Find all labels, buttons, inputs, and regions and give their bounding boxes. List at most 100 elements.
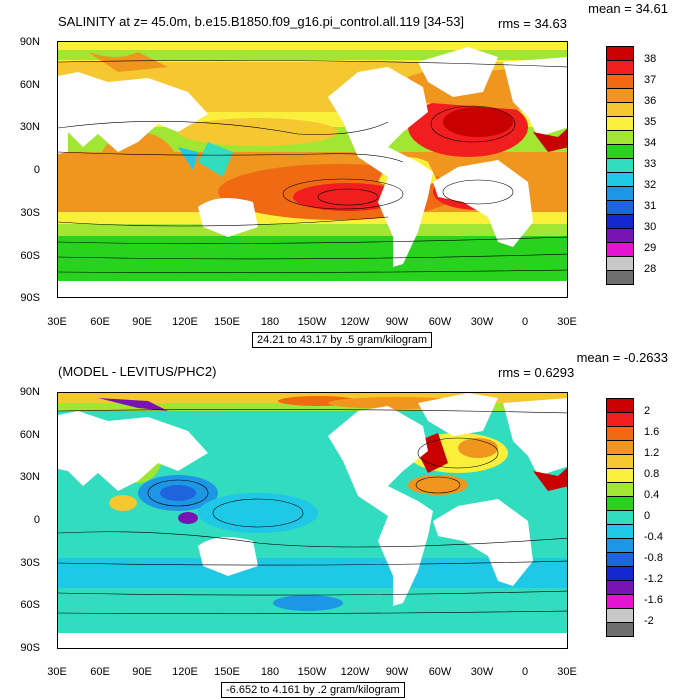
colorbar-swatch — [606, 398, 634, 413]
colorbar-label: -1.6 — [644, 594, 663, 606]
lat-label: 30N — [19, 121, 40, 133]
colorbar-swatch — [606, 60, 634, 75]
colorbar-swatch — [606, 74, 634, 89]
lat-label: 0 — [33, 164, 40, 176]
lon-label: 60W — [428, 666, 452, 678]
lon-label: 90E — [132, 666, 152, 678]
colorbar-swatch — [606, 594, 634, 609]
panel2-mean: mean = -0.2633 — [576, 350, 668, 365]
colorbar-swatch — [606, 468, 634, 483]
colorbar-label: 0.8 — [644, 468, 660, 480]
lat-label: 60S — [20, 599, 40, 611]
colorbar-swatch — [606, 186, 634, 201]
lat-label: 0 — [33, 514, 40, 526]
colorbar-label: 31 — [644, 200, 657, 212]
lon-label: 120W — [340, 666, 370, 678]
lon-label: 150E — [214, 666, 240, 678]
colorbar-label: 28 — [644, 263, 657, 275]
lon-label: 150W — [297, 316, 327, 328]
panel2-title: (MODEL - LEVITUS/PHC2) — [58, 364, 217, 379]
lon-label: 90E — [132, 316, 152, 328]
panel2-caption: -6.652 to 4.161 by .2 gram/kilogram — [221, 682, 405, 698]
colorbar-swatch — [606, 102, 634, 117]
lat-label: 60N — [19, 79, 40, 91]
lon-label: 30E — [47, 666, 67, 678]
lon-label: 60E — [90, 666, 110, 678]
panel1-mean: mean = 34.61 — [588, 1, 668, 16]
colorbar-swatch — [606, 524, 634, 539]
lon-label: 90W — [385, 666, 409, 678]
colorbar-swatch — [606, 566, 634, 581]
colorbar-label: 37 — [644, 74, 657, 86]
colorbar-swatch — [606, 510, 634, 525]
panel2-rms: rms = 0.6293 — [498, 365, 575, 380]
colorbar-swatch — [606, 88, 634, 103]
lon-label: 30E — [557, 316, 577, 328]
lon-label: 150E — [214, 316, 240, 328]
colorbar-swatch — [606, 482, 634, 497]
colorbar-swatch — [606, 622, 634, 637]
colorbar-swatch — [606, 158, 634, 173]
colorbar-label: -2 — [644, 615, 654, 627]
lon-label: 30E — [557, 666, 577, 678]
colorbar-label: 1.6 — [644, 426, 660, 438]
panel1-title: SALINITY at z= 45.0m, b.e15.B1850.f09_g1… — [58, 14, 465, 29]
colorbar-swatch — [606, 116, 634, 131]
lon-label: 180 — [260, 666, 280, 678]
lon-label: 60W — [428, 316, 452, 328]
colorbar-label: -0.4 — [644, 531, 663, 543]
panel1-rms: rms = 34.63 — [498, 16, 568, 31]
colorbar-swatch — [606, 270, 634, 285]
colorbar-label: 29 — [644, 242, 657, 254]
lon-label: 120W — [340, 316, 370, 328]
lat-label: 60N — [19, 429, 40, 441]
colorbar-swatch — [606, 172, 634, 187]
colorbar-label: 35 — [644, 116, 657, 128]
lon-label: 120E — [172, 316, 198, 328]
lon-label: 120E — [172, 666, 198, 678]
colorbar-swatch — [606, 228, 634, 243]
colorbar-swatch — [606, 46, 634, 61]
lon-label: 60E — [90, 316, 110, 328]
panel1-caption: 24.21 to 43.17 by .5 gram/kilogram — [252, 332, 432, 348]
colorbar-swatch — [606, 608, 634, 623]
colorbar-swatch — [606, 426, 634, 441]
lon-label: 30W — [470, 316, 494, 328]
colorbar-label: 34 — [644, 137, 657, 149]
lat-label: 30S — [20, 207, 40, 219]
colorbar-label: 1.2 — [644, 447, 660, 459]
colorbar-swatch — [606, 214, 634, 229]
lat-label: 30S — [20, 557, 40, 569]
colorbar-swatch — [606, 496, 634, 511]
lon-label: 30E — [47, 316, 67, 328]
lat-label: 60S — [20, 250, 40, 262]
lat-label: 90N — [19, 36, 40, 48]
colorbar-label: 0.4 — [644, 489, 660, 501]
lat-label: 30N — [19, 471, 40, 483]
colorbar-swatch — [606, 580, 634, 595]
colorbar-swatch — [606, 552, 634, 567]
colorbar-label: 30 — [644, 221, 657, 233]
lon-label: 0 — [521, 666, 529, 678]
colorbar-swatch — [606, 130, 634, 145]
colorbar-label: 0 — [644, 510, 651, 522]
lat-label: 90S — [20, 292, 40, 304]
lat-label: 90S — [20, 642, 40, 654]
colorbar-label: 33 — [644, 158, 657, 170]
lon-label: 90W — [385, 316, 409, 328]
colorbar-label: 32 — [644, 179, 657, 191]
colorbar-label: 36 — [644, 95, 657, 107]
lon-label: 0 — [521, 316, 529, 328]
salinity-map — [57, 41, 568, 298]
colorbar-swatch — [606, 412, 634, 427]
lat-label: 90N — [19, 386, 40, 398]
lon-label: 150W — [297, 666, 327, 678]
lon-label: 180 — [260, 316, 280, 328]
colorbar-swatch — [606, 454, 634, 469]
colorbar-label: -0.8 — [644, 552, 663, 564]
colorbar-swatch — [606, 144, 634, 159]
colorbar-swatch — [606, 242, 634, 257]
difference-map — [57, 392, 568, 649]
colorbar-swatch — [606, 200, 634, 215]
colorbar-swatch — [606, 256, 634, 271]
